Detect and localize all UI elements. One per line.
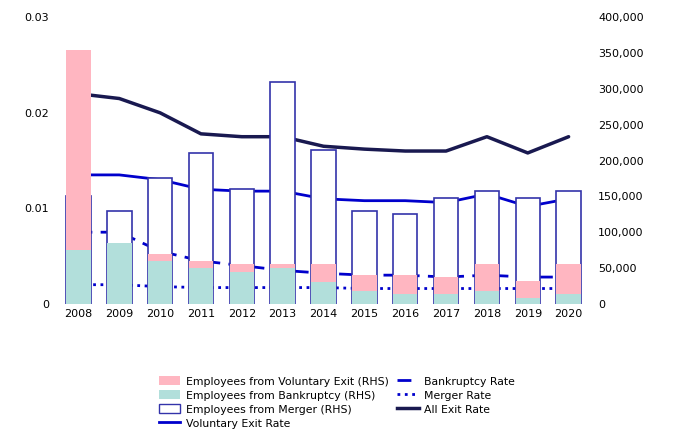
Bankruptcy Rate: [565, 274, 573, 279]
Voluntary Exit Rate: [74, 172, 82, 178]
Bankruptcy Rate: [319, 271, 328, 276]
All Exit Rate: [278, 134, 286, 139]
All Exit Rate: [483, 134, 491, 139]
Bar: [230, 189, 254, 304]
Bar: [556, 264, 581, 304]
Bankruptcy Rate: [442, 274, 450, 279]
Bankruptcy Rate: [361, 273, 369, 278]
Voluntary Exit Rate: [319, 196, 328, 201]
Bar: [311, 282, 336, 304]
Bankruptcy Rate: [401, 273, 409, 278]
Bar: [148, 253, 173, 304]
Bar: [148, 178, 173, 304]
Line: Bankruptcy Rate: Bankruptcy Rate: [78, 232, 569, 277]
Bar: [352, 275, 377, 304]
Bar: [434, 294, 458, 304]
Bar: [270, 82, 295, 304]
All Exit Rate: [401, 148, 409, 154]
All Exit Rate: [361, 147, 369, 152]
Voluntary Exit Rate: [442, 200, 450, 205]
Bar: [516, 281, 540, 304]
Bar: [107, 261, 131, 304]
Voluntary Exit Rate: [483, 191, 491, 197]
Bar: [516, 298, 540, 304]
Bar: [230, 272, 254, 304]
Bar: [66, 196, 91, 304]
Voluntary Exit Rate: [565, 196, 573, 201]
All Exit Rate: [197, 131, 205, 136]
Merger Rate: [156, 284, 164, 289]
Merger Rate: [442, 286, 450, 291]
Bar: [434, 276, 458, 304]
Line: Voluntary Exit Rate: Voluntary Exit Rate: [78, 175, 569, 207]
Bar: [66, 250, 91, 304]
Bar: [230, 264, 254, 304]
All Exit Rate: [156, 110, 164, 115]
Bar: [393, 275, 417, 304]
Merger Rate: [361, 286, 369, 291]
All Exit Rate: [524, 150, 532, 155]
Bankruptcy Rate: [156, 249, 164, 254]
Voluntary Exit Rate: [401, 198, 409, 203]
Voluntary Exit Rate: [361, 198, 369, 203]
Merger Rate: [74, 282, 82, 287]
Bar: [189, 268, 213, 304]
Bar: [556, 294, 581, 304]
Bar: [474, 264, 499, 304]
Voluntary Exit Rate: [197, 187, 205, 192]
Bar: [66, 49, 91, 304]
Bankruptcy Rate: [115, 230, 123, 235]
Merger Rate: [197, 285, 205, 290]
Bankruptcy Rate: [74, 230, 82, 235]
Bar: [434, 198, 458, 304]
Voluntary Exit Rate: [238, 188, 246, 194]
Bar: [352, 291, 377, 304]
Bar: [189, 261, 213, 304]
Bar: [393, 294, 417, 304]
Bankruptcy Rate: [278, 268, 286, 273]
Voluntary Exit Rate: [278, 188, 286, 194]
All Exit Rate: [238, 134, 246, 139]
Merger Rate: [115, 282, 123, 287]
Merger Rate: [278, 285, 286, 290]
Bar: [107, 243, 131, 304]
Bar: [474, 191, 499, 304]
Bankruptcy Rate: [524, 274, 532, 279]
Voluntary Exit Rate: [115, 172, 123, 178]
Bar: [270, 268, 295, 304]
Merger Rate: [483, 286, 491, 291]
All Exit Rate: [565, 134, 573, 139]
Merger Rate: [565, 286, 573, 291]
Merger Rate: [319, 285, 328, 290]
All Exit Rate: [74, 91, 82, 96]
Bankruptcy Rate: [197, 258, 205, 263]
Bar: [516, 198, 540, 304]
Bankruptcy Rate: [483, 273, 491, 278]
Legend: Employees from Voluntary Exit (RHS), Employees from Bankruptcy (RHS), Employees : Employees from Voluntary Exit (RHS), Emp…: [154, 372, 520, 433]
Bar: [556, 191, 581, 304]
Merger Rate: [401, 286, 409, 291]
All Exit Rate: [442, 148, 450, 154]
Bar: [311, 150, 336, 304]
Line: All Exit Rate: All Exit Rate: [78, 94, 569, 153]
Merger Rate: [524, 286, 532, 291]
Bar: [393, 214, 417, 304]
Bar: [148, 261, 173, 304]
All Exit Rate: [115, 96, 123, 101]
Bar: [189, 153, 213, 304]
Merger Rate: [238, 285, 246, 290]
Bar: [107, 210, 131, 304]
Bar: [311, 264, 336, 304]
Bar: [352, 210, 377, 304]
Bar: [270, 264, 295, 304]
Line: Merger Rate: Merger Rate: [78, 285, 569, 289]
All Exit Rate: [319, 144, 328, 149]
Bankruptcy Rate: [238, 263, 246, 268]
Voluntary Exit Rate: [524, 204, 532, 209]
Bar: [474, 291, 499, 304]
Voluntary Exit Rate: [156, 177, 164, 182]
